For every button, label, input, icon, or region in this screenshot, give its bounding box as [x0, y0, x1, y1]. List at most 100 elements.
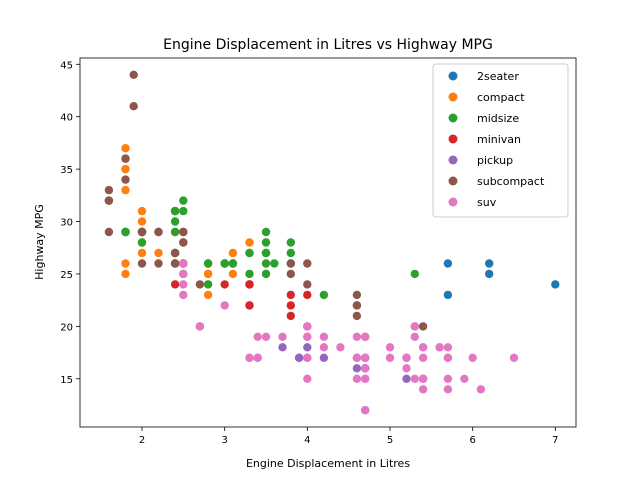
legend-marker	[448, 197, 458, 207]
data-point	[121, 227, 130, 237]
data-point	[319, 343, 329, 352]
data-point	[551, 280, 560, 289]
data-point	[245, 238, 254, 247]
data-point	[104, 227, 114, 237]
data-point	[410, 322, 419, 331]
data-point	[228, 269, 238, 279]
data-point	[278, 343, 287, 352]
x-tick-label: 3	[221, 435, 227, 446]
data-point	[286, 290, 295, 300]
data-point	[443, 290, 453, 300]
data-point	[418, 322, 428, 331]
data-point	[286, 311, 295, 321]
data-point	[303, 259, 312, 268]
data-point	[402, 364, 411, 373]
data-point	[303, 280, 312, 289]
y-axis-label: Highway MPG	[33, 204, 46, 280]
data-point	[121, 259, 130, 268]
legend-marker	[448, 71, 458, 81]
data-point	[352, 353, 362, 362]
x-tick-label: 2	[139, 435, 145, 446]
legend-item: compact	[448, 91, 525, 104]
data-point	[286, 248, 295, 258]
data-point	[443, 385, 453, 394]
data-point	[179, 206, 188, 216]
data-point	[261, 227, 271, 237]
data-point	[443, 353, 453, 362]
y-tick-label: 15	[60, 375, 73, 386]
series-subcompact	[104, 70, 428, 331]
data-point	[352, 364, 362, 373]
data-point	[286, 301, 295, 310]
data-point	[121, 185, 130, 195]
legend-label: pickup	[477, 154, 513, 167]
x-axis-ticks: 2 3 4 5 6 7	[139, 427, 559, 446]
data-point	[410, 332, 419, 341]
legend-label: midsize	[477, 112, 519, 125]
data-point	[418, 343, 428, 352]
data-point	[303, 290, 312, 300]
legend-label: minivan	[477, 133, 521, 146]
data-point	[104, 196, 114, 205]
data-point	[179, 280, 188, 289]
data-point	[228, 259, 238, 268]
data-point	[286, 259, 295, 268]
data-point	[303, 322, 312, 331]
data-point	[253, 332, 262, 341]
data-point	[203, 259, 213, 268]
data-point	[509, 353, 519, 362]
data-point	[361, 353, 370, 362]
series-suv	[179, 259, 519, 415]
data-point	[402, 353, 411, 362]
data-point	[418, 374, 428, 383]
x-tick-label: 4	[304, 435, 310, 446]
data-point	[303, 343, 312, 352]
data-point	[220, 301, 229, 310]
series-minivan	[170, 280, 312, 321]
data-point	[179, 196, 188, 205]
data-point	[121, 175, 130, 184]
data-point	[278, 332, 287, 341]
data-point	[319, 353, 329, 362]
data-point	[294, 353, 304, 362]
x-tick-label: 6	[469, 435, 475, 446]
data-point	[261, 269, 271, 279]
legend-label: compact	[477, 91, 525, 104]
legend: 2seater compact midsize minivan pickup subcom…	[432, 63, 569, 218]
data-point	[170, 217, 180, 226]
data-point	[443, 259, 453, 268]
data-point	[352, 311, 362, 321]
data-points	[104, 70, 560, 415]
data-point	[170, 206, 180, 216]
legend-item: minivan	[448, 133, 521, 146]
data-point	[137, 238, 147, 247]
data-point	[485, 259, 494, 268]
data-point	[170, 259, 180, 268]
legend-item: subcompact	[448, 175, 545, 188]
data-point	[410, 374, 419, 383]
data-point	[154, 259, 163, 268]
data-point	[129, 102, 138, 111]
data-point	[261, 248, 271, 258]
data-point	[303, 332, 312, 341]
data-point	[195, 280, 205, 289]
data-point	[385, 343, 395, 352]
data-point	[361, 332, 370, 341]
data-point	[179, 238, 188, 247]
y-tick-label: 35	[60, 165, 73, 176]
legend-item: suv	[448, 196, 497, 209]
data-point	[253, 353, 262, 362]
data-point	[286, 269, 295, 279]
legend-marker	[448, 134, 458, 144]
data-point	[418, 353, 428, 362]
data-point	[319, 332, 329, 341]
y-tick-label: 30	[60, 218, 73, 229]
data-point	[179, 227, 188, 237]
data-point	[179, 259, 188, 268]
data-point	[245, 353, 254, 362]
data-point	[418, 385, 428, 394]
series-2seater	[443, 259, 560, 300]
data-point	[245, 301, 254, 310]
series-midsize	[121, 196, 419, 300]
